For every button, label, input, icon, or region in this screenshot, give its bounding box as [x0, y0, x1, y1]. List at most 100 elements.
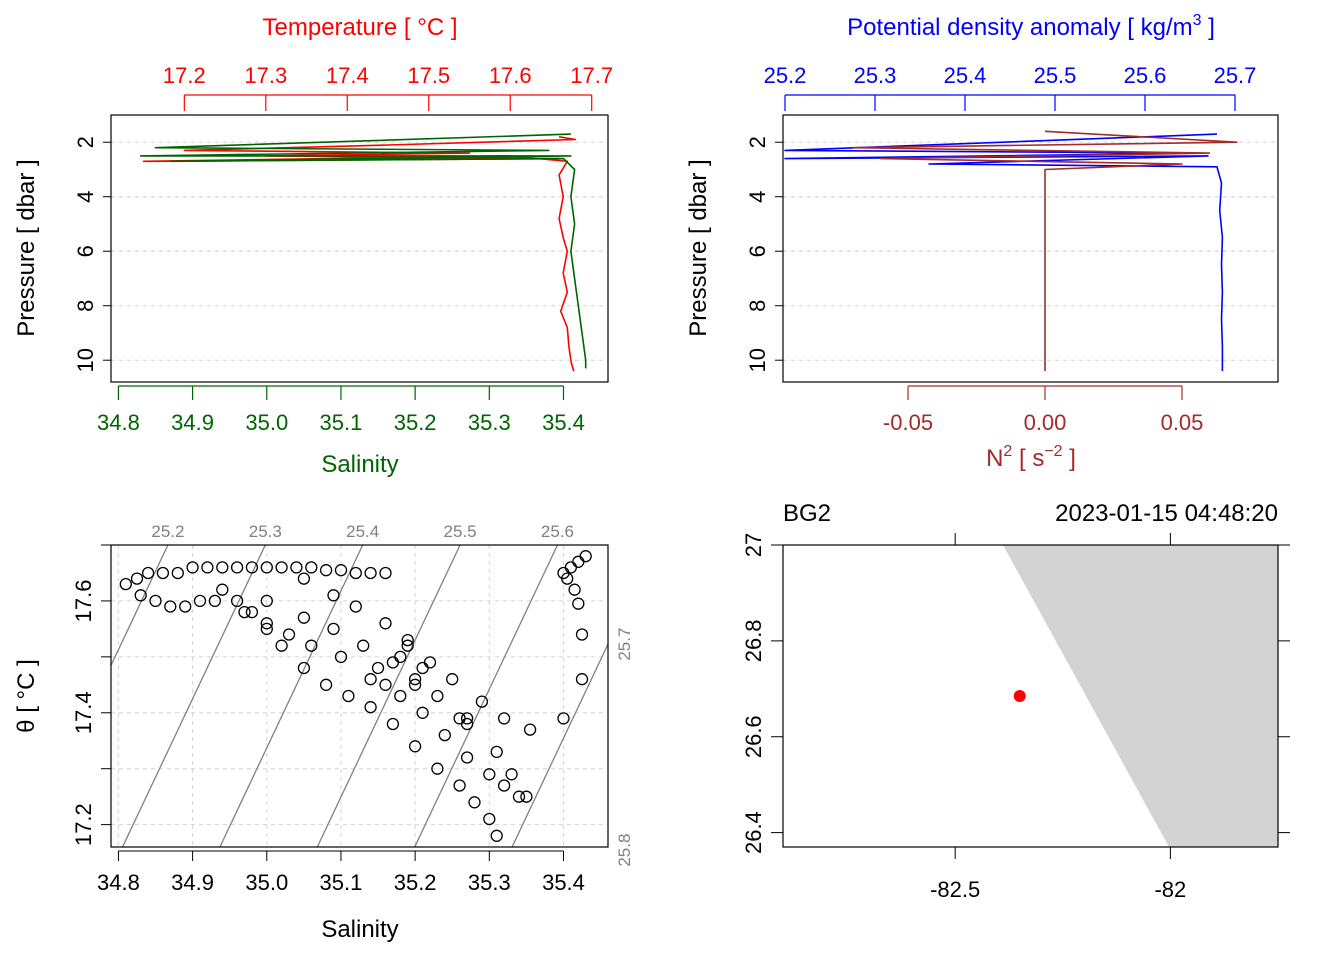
map-axes: -82.5 -82 26.4 26.6 26.8 27 [741, 533, 1290, 902]
density-panel: 2 4 6 8 10 25.2 25.3 25.4 25.5 25.6 25.7 -0.05 0.00 0… [685, 12, 1279, 472]
ts-point [379, 617, 392, 630]
ts-point [290, 561, 303, 574]
ts-point [460, 717, 474, 731]
ts-point [483, 812, 496, 826]
temperature-tick-label: 17.4 [326, 63, 369, 88]
ts-isopycnals [110, 544, 609, 848]
ts-point [483, 768, 496, 781]
pressure-tick-label: 4 [73, 191, 98, 203]
temperature-tick-label: 17.7 [570, 63, 613, 88]
ts-point [490, 829, 503, 842]
ts-point [179, 600, 192, 613]
map-frame [782, 544, 1279, 848]
salinity-tick-label: 35.0 [245, 410, 288, 435]
ts-point [505, 768, 518, 781]
ts-point [575, 673, 589, 686]
salinity-tick-label: 35.2 [394, 410, 437, 435]
station-map-panel: -82.5 -82 26.4 26.6 26.8 27 BG2 2023-01-15 04… [741, 500, 1290, 902]
ts-yaxis-title: θ [ °C ] [13, 659, 40, 733]
latitude-tick-label: 26.4 [741, 811, 766, 854]
density-tick-label: 25.2 [764, 63, 807, 88]
ts-point [468, 796, 481, 809]
salinity-tick-label: 35.3 [468, 410, 511, 435]
temperature-tick-label: 17.5 [407, 63, 450, 88]
isopycnal-line [414, 544, 559, 848]
ts-point [141, 566, 155, 580]
pressure-tick-label: 10 [73, 348, 98, 372]
ts-diagram-panel: 34.8 34.9 35.0 35.1 35.2 35.3 35.4 17.2 17.4 17.6… [13, 522, 634, 943]
ts-point [119, 577, 132, 591]
n2-tick-label: 0.00 [1024, 410, 1067, 435]
ts-point [579, 550, 592, 563]
ctd-profile-frame [110, 114, 609, 383]
ts-point [216, 561, 229, 574]
ts-point [371, 661, 385, 675]
salinity-profile-line [139, 133, 587, 369]
ts-x-tick-label: 34.9 [171, 870, 214, 895]
longitude-tick-label: -82.5 [930, 877, 980, 902]
ts-point [379, 566, 392, 580]
ts-point [156, 566, 170, 580]
ts-point [275, 639, 288, 652]
ts-point [401, 639, 414, 652]
ts-xaxis-title: Salinity [321, 916, 398, 943]
station-marker [1013, 690, 1026, 702]
ts-point [327, 589, 340, 602]
ts-x-tick-label: 35.3 [468, 870, 511, 895]
ts-point [568, 583, 581, 596]
isopycnal-line [121, 544, 266, 848]
ts-point [201, 561, 214, 574]
time-label: 2023-01-15 04:48:20 [1055, 500, 1278, 527]
ts-point [453, 712, 466, 725]
ts-x-tick-label: 35.1 [320, 870, 363, 895]
ts-point [319, 564, 333, 577]
latitude-tick-label: 26.6 [741, 715, 766, 758]
ts-point [208, 594, 222, 608]
ts-point [305, 639, 318, 652]
ts-axes: 34.8 34.9 35.0 35.1 35.2 35.3 35.4 17.2 17.4 17.6… [71, 522, 634, 895]
isopycnal-line [511, 643, 609, 848]
ts-point [149, 594, 162, 608]
ts-point [349, 600, 362, 613]
ts-y-tick-label: 17.2 [71, 803, 96, 846]
longitude-tick-label: -82 [1154, 877, 1186, 902]
isopycnal-label-top: 25.5 [444, 522, 477, 541]
ctd-profile-data [139, 133, 587, 372]
ts-x-tick-label: 35.4 [542, 870, 585, 895]
temperature-profile-line [142, 136, 577, 372]
ts-point [490, 745, 503, 759]
pressure-tick-label: 8 [73, 300, 98, 312]
ctd-profile-panel: 2 4 6 8 10 17.2 17.3 17.4 17.5 17.6 17.7 34.8 34.9 35… [13, 14, 613, 478]
pressure-tick-label-2: 2 [745, 136, 770, 148]
ts-point [305, 561, 318, 574]
ts-point [349, 566, 362, 580]
ts-point [230, 594, 244, 608]
ts-point [401, 633, 414, 647]
ts-point [423, 656, 437, 669]
pressure-tick-label-2: 8 [745, 300, 770, 312]
ts-point [460, 712, 474, 725]
density-axes: 2 4 6 8 10 25.2 25.3 25.4 25.5 25.6 25.7 -0.05 0.00 0… [745, 63, 1256, 435]
ts-point [260, 561, 273, 574]
ts-point [260, 594, 273, 608]
ts-point [230, 561, 244, 574]
ts-point [564, 561, 578, 574]
map-data [1003, 545, 1278, 847]
n2-tick-label: -0.05 [883, 410, 933, 435]
ts-point [130, 572, 144, 585]
density-profile-line [784, 133, 1224, 372]
ts-point [575, 628, 589, 641]
ts-point [193, 594, 207, 608]
pressure-axis-title-2: Pressure [ dbar ] [685, 159, 712, 336]
isopycnal-line [316, 544, 461, 848]
ts-point [431, 762, 444, 775]
isopycnal-line [110, 544, 169, 666]
pressure-tick-label-2: 6 [745, 245, 770, 257]
ts-point [453, 779, 466, 792]
ts-point [408, 678, 422, 691]
ts-grid [111, 544, 608, 847]
density-frame [782, 114, 1279, 383]
ts-point [431, 689, 444, 703]
ts-point [357, 639, 370, 652]
